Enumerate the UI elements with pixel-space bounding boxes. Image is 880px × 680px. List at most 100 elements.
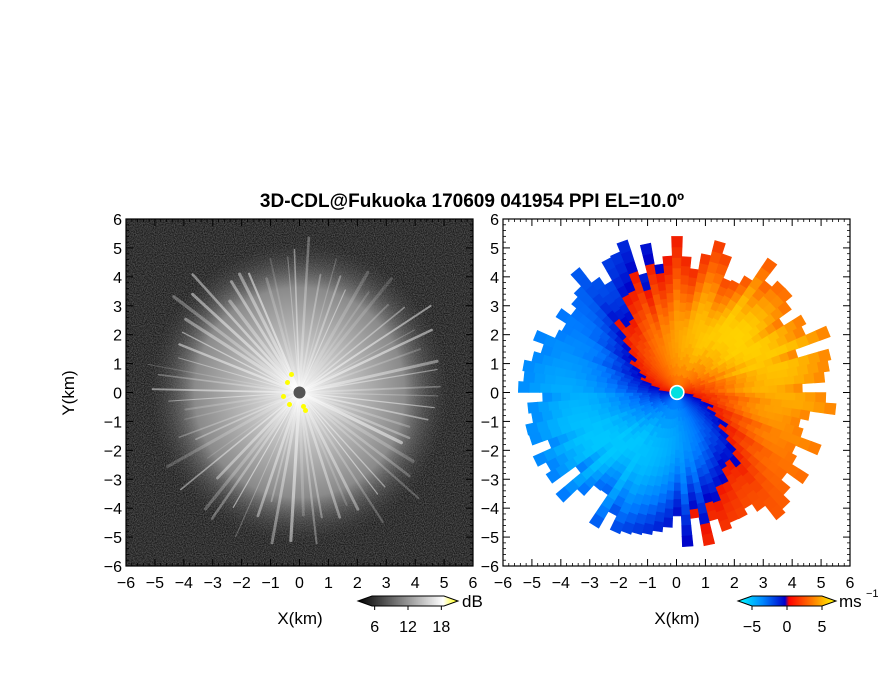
velocity-cell xyxy=(555,486,572,503)
velocity-cell xyxy=(654,263,665,275)
chart-title: 3D-CDL@Fukuoka 170609 041954 PPI EL=10.0… xyxy=(260,191,684,212)
y-tick-label: 4 xyxy=(490,270,499,287)
echo-ray xyxy=(216,391,301,480)
y-tick-label: −6 xyxy=(481,559,499,576)
echo-ray xyxy=(298,391,429,421)
x-tick-label: 4 xyxy=(411,575,420,592)
velocity-cell xyxy=(567,399,580,409)
x-tick-label: −2 xyxy=(233,575,251,592)
velocity-cell xyxy=(751,497,766,512)
y-tick-label: 0 xyxy=(490,386,499,403)
velocity-cell xyxy=(539,382,552,393)
velocity-cell xyxy=(533,330,548,345)
echo-ray xyxy=(298,391,384,524)
colorbar-tick-label: 5 xyxy=(818,619,827,636)
velocity-cell xyxy=(577,398,590,407)
velocity-cell xyxy=(684,391,694,393)
echo-ray xyxy=(298,391,411,478)
velocity-cell xyxy=(666,292,675,303)
echo-ray xyxy=(298,391,305,517)
echo-ray xyxy=(298,391,323,519)
velocity-cell xyxy=(560,392,571,401)
x-tick-label: −1 xyxy=(261,575,279,592)
y-tick-label: −5 xyxy=(104,530,122,547)
velocity-cell xyxy=(671,257,683,269)
y-tick-label: 1 xyxy=(490,357,499,374)
x-tick-label: 2 xyxy=(730,575,739,592)
echo-ray xyxy=(298,391,318,545)
echo-ray xyxy=(207,391,301,459)
velocity-cell xyxy=(672,499,682,508)
echo-ray xyxy=(191,273,301,394)
left-x-axis-label: X(km) xyxy=(277,609,322,628)
velocity-cell xyxy=(596,392,607,399)
velocity-cell xyxy=(759,385,770,393)
echo-ray xyxy=(168,391,301,402)
velocity-cell xyxy=(531,411,544,424)
echo-ray xyxy=(178,343,301,394)
y-tick-label: −3 xyxy=(481,472,499,489)
x-tick-label: 0 xyxy=(672,575,681,592)
velocity-cell xyxy=(688,500,698,511)
echo-ray xyxy=(298,368,438,394)
velocity-cell xyxy=(796,364,810,376)
echo-ray xyxy=(184,391,301,411)
echo-ray xyxy=(298,291,370,394)
velocity-cell xyxy=(678,452,685,464)
echo-ray xyxy=(298,304,432,394)
velocity-cell xyxy=(616,239,632,255)
velocity-cell xyxy=(582,385,595,393)
x-tick-label: −5 xyxy=(523,575,541,592)
x-tick-label: 1 xyxy=(701,575,710,592)
y-tick-label: −5 xyxy=(481,530,499,547)
velocity-cell xyxy=(569,392,580,401)
velocity-cell xyxy=(531,351,545,365)
x-tick-label: 6 xyxy=(846,575,855,592)
velocity-cell xyxy=(777,301,792,316)
velocity-cell xyxy=(679,462,686,474)
y-tick-label: 6 xyxy=(113,212,122,229)
echo-ray xyxy=(270,391,301,545)
velocity-cell xyxy=(672,267,682,280)
velocity-cell xyxy=(718,388,728,393)
velocity-cell xyxy=(547,400,560,411)
echo-ray xyxy=(298,391,411,428)
echo-ray xyxy=(157,373,301,394)
velocity-cell xyxy=(681,535,694,548)
x-tick-label: 5 xyxy=(817,575,826,592)
echo-ray xyxy=(203,390,302,511)
y-tick-label: 4 xyxy=(113,270,122,287)
velocity-cell xyxy=(597,396,610,404)
velocity-cell xyxy=(674,320,680,332)
velocity-cell xyxy=(663,508,674,519)
velocity-cell xyxy=(544,373,556,385)
left-center-marker xyxy=(293,386,306,399)
velocity-cell xyxy=(709,389,719,393)
velocity-cell xyxy=(554,329,568,343)
velocity-cell xyxy=(793,374,806,385)
velocity-cell xyxy=(527,401,540,414)
left-colorbar-bar xyxy=(356,595,460,607)
colorbar-tick-label: −5 xyxy=(743,619,761,636)
right-colorbar-unit-exponent: −1 xyxy=(866,588,879,600)
velocity-cell xyxy=(550,383,562,393)
velocity-cell xyxy=(674,449,680,459)
velocity-cell xyxy=(523,370,536,383)
velocity-cell xyxy=(641,392,652,396)
velocity-cell xyxy=(680,504,691,516)
velocity-cell xyxy=(591,276,606,291)
x-tick-label: 4 xyxy=(788,575,797,592)
echo-ray xyxy=(147,363,301,394)
velocity-cell xyxy=(681,524,693,537)
velocity-cell xyxy=(726,388,736,393)
y-tick-label: −1 xyxy=(104,414,122,431)
x-tick-label: −6 xyxy=(494,575,512,592)
echo-ray xyxy=(235,391,301,537)
left-colorbar-ticks: 6 12 18 xyxy=(370,606,450,636)
echo-ray xyxy=(298,348,422,394)
right-colorbar-bar xyxy=(736,595,838,607)
echo-ray xyxy=(298,391,439,397)
right-colorbar-unit: ms xyxy=(839,592,862,611)
velocity-cell xyxy=(680,283,689,294)
echo-ray xyxy=(298,236,311,394)
